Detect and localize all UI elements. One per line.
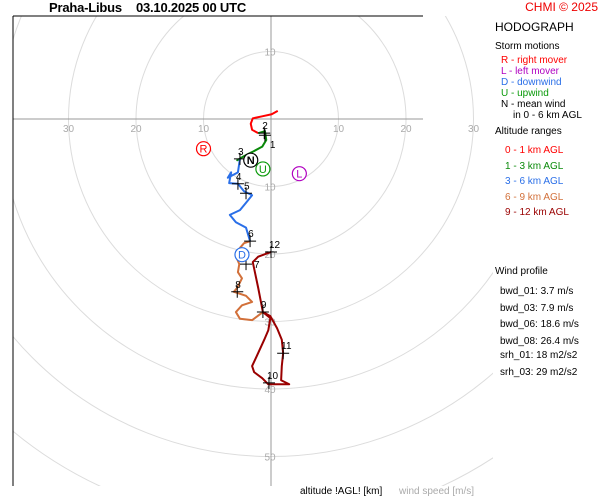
storm-motion-label: U — [259, 164, 267, 176]
altitude-marker — [244, 235, 257, 248]
altitude-marker — [231, 177, 244, 190]
altitude-marker-label: 6 — [248, 229, 254, 240]
sm-item: D - downwind — [501, 77, 562, 88]
y-tick-label: 40 — [264, 385, 276, 396]
altitude-marker-label: 5 — [244, 181, 250, 192]
altitude-marker-label: 10 — [267, 371, 279, 382]
altitude-marker — [277, 347, 290, 360]
y-tick-label: 10 — [264, 183, 276, 194]
altitude-marker — [265, 245, 277, 258]
panel-title: HODOGRAPH — [495, 20, 574, 34]
x-tick-label: 30 — [468, 124, 480, 135]
ar-item: 0 - 1 km AGL — [505, 145, 564, 156]
x-tick-label: 20 — [400, 124, 412, 135]
x-tick-label: 10 — [198, 124, 210, 135]
ar-item: 6 - 9 km AGL — [505, 191, 564, 203]
wp-item: bwd_01: 3.7 m/s — [500, 286, 574, 297]
storm-motion-marker — [243, 152, 259, 168]
wind-profile-title: Wind profile — [495, 266, 548, 277]
storm-motion-label: D — [238, 250, 246, 262]
sm-item: R - right mover — [501, 55, 568, 66]
chart-title: Praha-Libus 03.10.2025 00 UTC — [49, 0, 260, 15]
altitude-marker-label: 2 — [262, 121, 268, 132]
altitude-marker — [240, 187, 253, 200]
altitude-marker-label: 1 — [270, 140, 276, 151]
altitude-marker-label: 7 — [254, 260, 260, 271]
altitude-marker — [258, 129, 271, 142]
altitude-marker — [258, 127, 271, 140]
datetime: 03.10.2025 00 UTC — [135, 0, 247, 15]
altitude-marker — [231, 285, 244, 298]
x-tick-label: 30 — [63, 124, 75, 135]
altitude-marker-label: 3 — [238, 147, 244, 158]
storm-motions-title: Storm motions — [495, 41, 560, 52]
storm-motion-marker — [195, 141, 212, 157]
altitude-ranges-title: Altitude ranges — [495, 126, 562, 137]
storm-motion-label: R — [200, 144, 208, 156]
altitude-axis-label: altitude !AGL! [km] — [300, 486, 383, 497]
altitude-marker — [262, 376, 275, 389]
sm-item: L - left mover — [501, 66, 559, 77]
y-tick-label: 10 — [264, 48, 276, 59]
sm-item: U - upwind — [501, 88, 549, 99]
wind-speed-axis-label: wind speed [m/s] — [399, 486, 475, 497]
wp-item: bwd_06: 18.6 m/s — [500, 319, 579, 330]
x-tick-label: 10 — [333, 124, 345, 135]
y-tick-label: 50 — [264, 453, 276, 464]
x-tick-label: 20 — [130, 124, 142, 135]
helicity-item: srh_01: 18 m2/s2 — [500, 350, 578, 361]
altitude-marker — [256, 306, 269, 319]
wp-item: bwd_08: 26.4 m/s — [500, 335, 579, 347]
storm-motion-marker — [255, 161, 271, 177]
hodograph-trace-4 — [251, 251, 291, 386]
altitude-marker-label: 11 — [281, 341, 292, 352]
altitude-marker-label: 9 — [261, 300, 267, 311]
altitude-marker-label: 8 — [235, 280, 241, 291]
altitude-marker-label: 4 — [236, 172, 242, 183]
hodograph-trace-0 — [249, 110, 279, 135]
helicity-item: srh_03: 29 m2/s2 — [500, 366, 578, 378]
sm-item: in 0 - 6 km AGL — [513, 110, 582, 121]
ar-item: 3 - 6 km AGL — [505, 176, 564, 187]
storm-motion-marker — [234, 247, 250, 263]
storm-motion-label: L — [296, 169, 302, 181]
copyright: CHMI © 2025 — [525, 0, 598, 14]
y-tick-label: 20 — [264, 250, 276, 261]
ar-item: 1 - 3 km AGL — [505, 160, 564, 172]
storm-motion-label: N — [247, 155, 255, 167]
station-name: Praha-Libus — [49, 0, 122, 15]
sm-item: N - mean wind — [501, 99, 566, 110]
wp-item: bwd_03: 7.9 m/s — [500, 302, 574, 314]
ar-item: 9 - 12 km AGL — [505, 207, 569, 218]
altitude-marker-label: 12 — [269, 240, 281, 251]
storm-motion-marker — [291, 166, 307, 182]
